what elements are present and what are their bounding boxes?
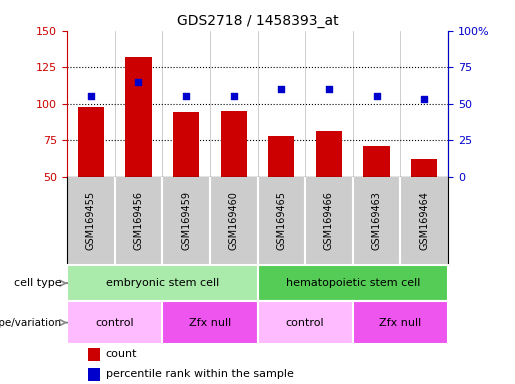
Text: GSM169466: GSM169466: [324, 191, 334, 250]
Bar: [88, 348, 100, 361]
Point: [87, 93, 95, 99]
Point: [182, 93, 190, 99]
Bar: [162, 301, 258, 344]
Title: GDS2718 / 1458393_at: GDS2718 / 1458393_at: [177, 14, 338, 28]
Bar: [316, 131, 342, 177]
Text: cell type: cell type: [14, 278, 62, 288]
Bar: [67, 301, 162, 344]
Bar: [88, 368, 100, 381]
Text: control: control: [286, 318, 324, 328]
Bar: [125, 57, 151, 177]
Bar: [353, 301, 448, 344]
Text: control: control: [95, 318, 134, 328]
Point: [277, 86, 285, 92]
Text: GSM169464: GSM169464: [419, 191, 429, 250]
Bar: [258, 265, 448, 301]
Text: Zfx null: Zfx null: [188, 318, 231, 328]
Text: embryonic stem cell: embryonic stem cell: [106, 278, 219, 288]
Bar: [78, 107, 104, 177]
Text: genotype/variation: genotype/variation: [0, 318, 62, 328]
Text: GSM169456: GSM169456: [133, 191, 143, 250]
Text: GSM169459: GSM169459: [181, 191, 191, 250]
Text: count: count: [106, 349, 137, 359]
Point: [372, 93, 381, 99]
Point: [230, 93, 238, 99]
Bar: [258, 301, 353, 344]
Bar: [364, 146, 390, 177]
Bar: [67, 265, 258, 301]
Bar: [411, 159, 437, 177]
Bar: [173, 113, 199, 177]
Text: Zfx null: Zfx null: [379, 318, 422, 328]
Bar: [220, 111, 247, 177]
Text: percentile rank within the sample: percentile rank within the sample: [106, 369, 294, 379]
Text: hematopoietic stem cell: hematopoietic stem cell: [286, 278, 420, 288]
Text: GSM169463: GSM169463: [372, 191, 382, 250]
Bar: [268, 136, 295, 177]
Point: [325, 86, 333, 92]
Text: GSM169460: GSM169460: [229, 191, 238, 250]
Point: [420, 96, 428, 103]
Text: GSM169465: GSM169465: [277, 191, 286, 250]
Text: GSM169455: GSM169455: [86, 191, 96, 250]
Point: [134, 79, 143, 85]
